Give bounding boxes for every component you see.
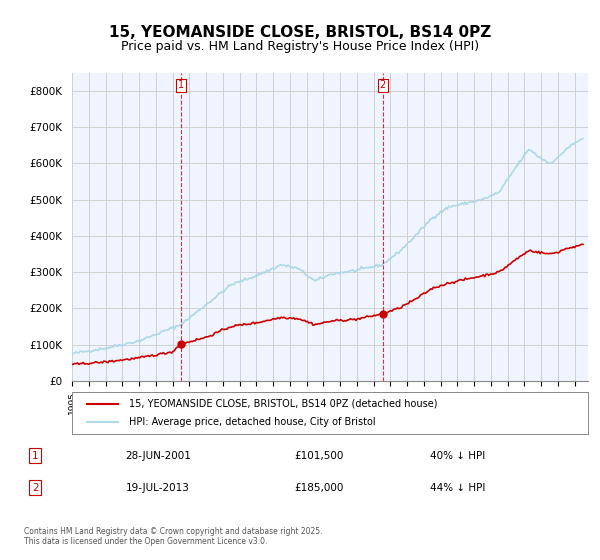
Text: 15, YEOMANSIDE CLOSE, BRISTOL, BS14 0PZ (detached house): 15, YEOMANSIDE CLOSE, BRISTOL, BS14 0PZ … <box>129 399 437 409</box>
Text: 19-JUL-2013: 19-JUL-2013 <box>125 483 190 493</box>
Text: Contains HM Land Registry data © Crown copyright and database right 2025.
This d: Contains HM Land Registry data © Crown c… <box>24 526 323 546</box>
Text: 15, YEOMANSIDE CLOSE, BRISTOL, BS14 0PZ: 15, YEOMANSIDE CLOSE, BRISTOL, BS14 0PZ <box>109 25 491 40</box>
Text: 1: 1 <box>178 81 184 91</box>
Text: HPI: Average price, detached house, City of Bristol: HPI: Average price, detached house, City… <box>129 417 376 427</box>
Text: 44% ↓ HPI: 44% ↓ HPI <box>430 483 485 493</box>
Text: 1: 1 <box>32 450 38 460</box>
Text: 28-JUN-2001: 28-JUN-2001 <box>125 450 191 460</box>
Text: Price paid vs. HM Land Registry's House Price Index (HPI): Price paid vs. HM Land Registry's House … <box>121 40 479 53</box>
Text: 2: 2 <box>379 81 386 91</box>
Text: 2: 2 <box>32 483 38 493</box>
Text: £185,000: £185,000 <box>295 483 344 493</box>
Text: £101,500: £101,500 <box>295 450 344 460</box>
Text: 40% ↓ HPI: 40% ↓ HPI <box>430 450 485 460</box>
